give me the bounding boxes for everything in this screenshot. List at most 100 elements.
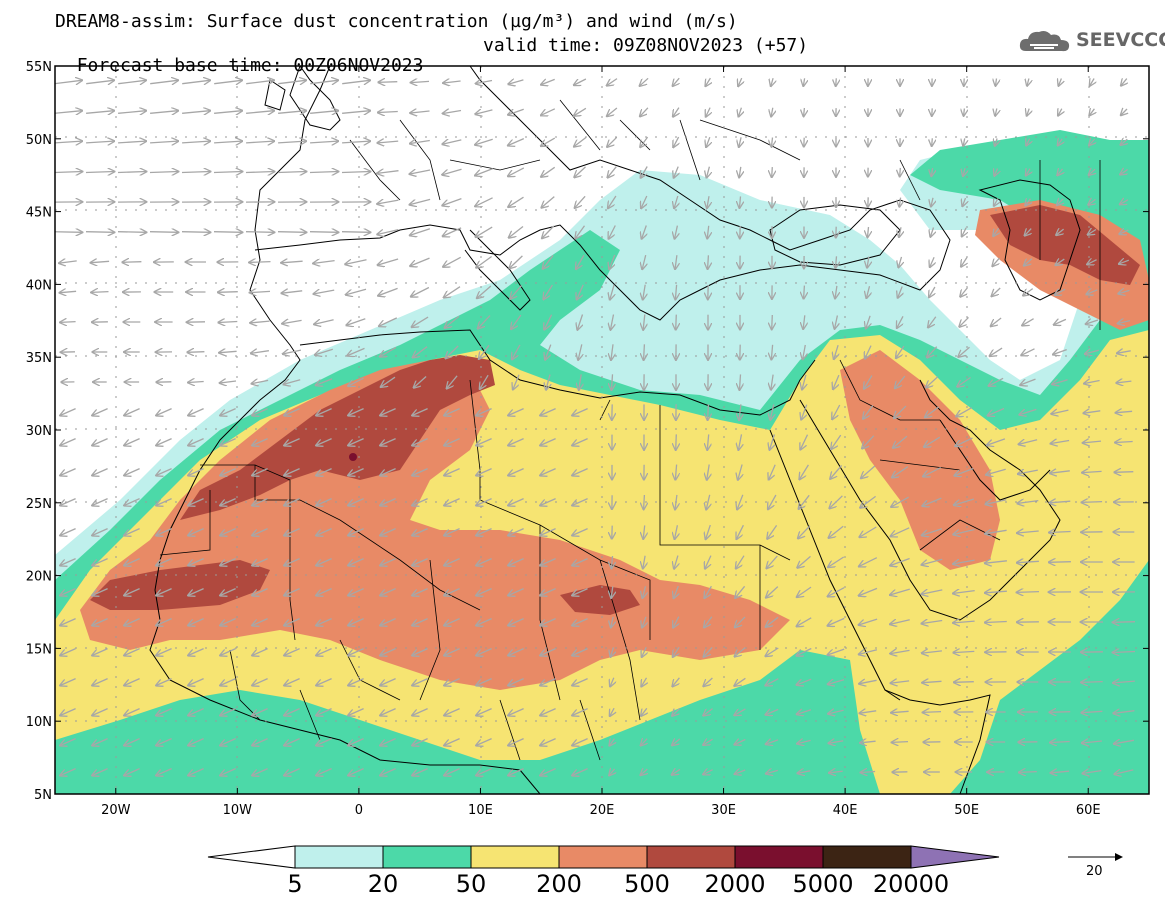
wind-arrow-icon [508, 768, 524, 776]
wind-arrow-icon [92, 708, 108, 716]
wind-arrow-icon [124, 468, 140, 476]
wind-arrow-icon [572, 678, 588, 686]
wind-arrow-icon [92, 678, 108, 686]
wind-arrow-icon [252, 558, 268, 566]
wind-arrow-icon [1017, 561, 1039, 562]
wind-arrow-icon [1088, 230, 1097, 235]
wind-arrow-icon [740, 196, 741, 207]
wind-arrow-icon [990, 347, 1003, 356]
wind-arrow-icon [890, 620, 910, 624]
wind-arrow-icon [156, 588, 172, 596]
wind-arrow-icon [220, 648, 236, 656]
wind-arrow-icon [1019, 440, 1038, 445]
wind-arrow-icon [479, 344, 490, 358]
wind-arrow-icon [508, 498, 524, 506]
wind-arrow-icon [703, 770, 713, 775]
colorbar-label-50: 50 [456, 870, 487, 898]
wind-arrow-icon [412, 558, 428, 566]
wind-arrow-icon [609, 225, 616, 239]
wind-arrow-icon [315, 348, 333, 354]
wind-arrow-icon [923, 712, 942, 713]
wind-arrow-icon [378, 171, 399, 174]
wind-arrow-icon [612, 555, 613, 568]
wind-arrow-icon [708, 255, 709, 268]
wind-arrow-icon [572, 708, 588, 716]
wind-arrow-icon [444, 286, 461, 298]
wind-arrow-icon [835, 285, 837, 298]
wind-arrow-icon [508, 648, 524, 656]
wind-arrow-icon [735, 647, 746, 657]
colorbar-swatch-1 [294, 845, 384, 869]
wind-arrow-icon [579, 374, 581, 389]
coastline-horn-africa [884, 689, 991, 794]
wind-arrow-icon [1026, 199, 1031, 206]
wind-arrow-icon [55, 111, 82, 114]
wind-arrow-icon [346, 288, 367, 294]
wind-arrow-icon [85, 172, 114, 173]
wind-arrow-icon [1025, 229, 1031, 236]
wind-arrow-icon [310, 80, 338, 83]
wind-arrow-icon [799, 494, 810, 508]
wind-arrow-icon [964, 108, 965, 116]
wind-arrow-icon [804, 107, 805, 116]
wind-arrow-icon [772, 314, 773, 329]
wind-arrow-icon [411, 81, 430, 82]
wind-arrow-icon [284, 768, 300, 776]
wind-arrow-icon [508, 138, 525, 146]
colorbar-swatch-3 [470, 845, 560, 869]
wind-arrow-icon [540, 708, 556, 716]
wind-arrow-icon [380, 408, 396, 416]
wind-arrow-icon [832, 404, 841, 419]
wind-arrow-icon [188, 498, 204, 506]
wind-arrow-icon [156, 708, 172, 716]
wind-arrow-icon [250, 291, 271, 292]
wind-arrow-icon [540, 738, 556, 746]
wind-arrow-icon [60, 291, 77, 292]
wind-arrow-icon [576, 254, 585, 269]
wind-arrow-icon [476, 468, 492, 476]
wind-arrow-icon [641, 707, 647, 715]
wind-arrow-icon [540, 678, 556, 686]
wind-arrow-icon [284, 468, 300, 476]
wind-arrow-icon [444, 438, 460, 446]
wind-arrow-icon [835, 315, 838, 329]
lat-label-10n: 10N [26, 715, 52, 730]
wind-arrow-icon [544, 314, 553, 330]
wind-arrow-icon [444, 708, 460, 716]
wind-arrow-icon [156, 618, 172, 626]
chart-title: DREAM8-assim: Surface dust concentration… [55, 11, 738, 32]
wind-arrow-icon [1052, 410, 1069, 414]
wind-arrow-icon [931, 227, 934, 237]
wind-arrow-icon [251, 321, 270, 323]
wind-arrow-icon [1017, 531, 1039, 533]
wind-arrow-icon [476, 81, 493, 84]
wind-arrow-icon [150, 111, 178, 114]
wind-arrow-icon [476, 558, 492, 566]
wind-arrow-icon [92, 498, 108, 506]
wind-arrow-icon [953, 560, 975, 564]
wind-arrow-icon [766, 616, 779, 626]
wind-arrow-icon [574, 107, 587, 115]
wind-arrow-icon [278, 80, 306, 83]
wind-arrow-icon [953, 621, 975, 623]
wind-arrow-icon [859, 680, 877, 683]
wind-arrow-icon [411, 111, 430, 113]
colorbar-label-500: 500 [624, 870, 670, 898]
wind-arrow-icon [958, 376, 971, 387]
wind-arrow-icon [117, 232, 146, 233]
wind-arrow-icon [672, 769, 681, 774]
wind-arrow-icon [836, 256, 837, 267]
wind-arrow-icon [1018, 470, 1038, 474]
wind-arrow-icon [475, 197, 493, 206]
colorbar-swatch-4 [558, 845, 648, 869]
wind-arrow-icon [410, 228, 431, 236]
wind-arrow-icon [1082, 741, 1102, 743]
wind-arrow-icon [768, 494, 777, 509]
wind-arrow-icon [542, 196, 555, 208]
wind-arrow-icon [316, 528, 332, 536]
wind-arrow-icon [803, 78, 804, 85]
wind-reference: 20 [1068, 853, 1123, 879]
wind-arrow-icon [860, 526, 877, 537]
colorbar-label-20000: 20000 [873, 870, 949, 898]
